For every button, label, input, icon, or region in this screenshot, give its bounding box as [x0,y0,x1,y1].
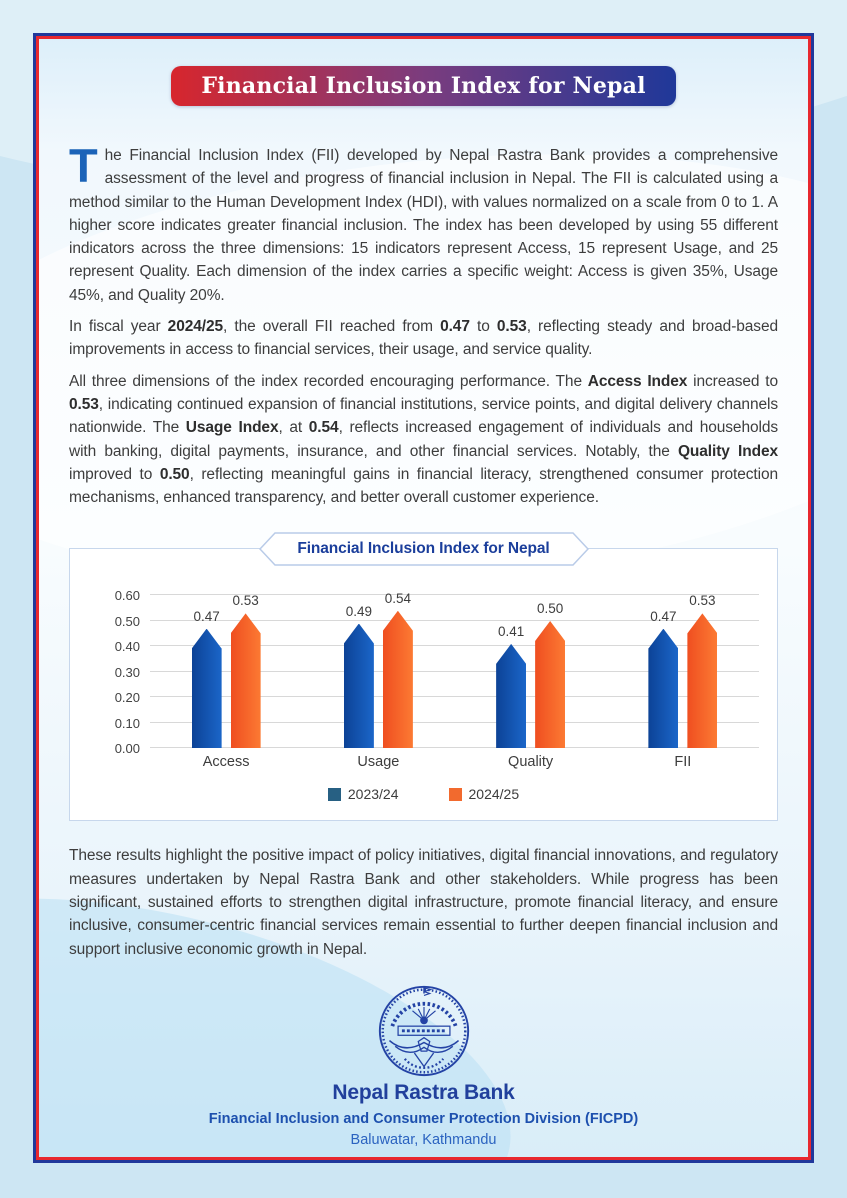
bar-shape [343,623,374,749]
y-axis-tick-label: 0.40 [114,639,140,655]
intro-paragraph-text: he Financial Inclusion Index (FII) devel… [69,147,778,304]
bar-2023-24: 0.47 [191,609,222,749]
bar-group-fii: 0.47 0.53 [607,593,759,749]
conclusion-paragraph: These results highlight the positive imp… [69,844,778,960]
bar-group-quality: 0.41 0.50 [455,595,607,749]
legend-swatch-icon [327,787,341,801]
bar-shape [230,613,261,749]
y-axis-tick-label: 0.50 [114,613,140,629]
bar-2023-24: 0.41 [496,624,527,749]
legend-item: 2023/24 [327,786,399,803]
y-gridline [150,670,759,672]
y-axis-tick-label: 0.20 [114,690,140,706]
chart-legend: 2023/24 2024/25 [70,786,777,802]
text-segment: , reflects increased engagement of indiv… [69,419,778,460]
dropcap-letter: T [69,139,98,192]
bar-shape [535,620,566,749]
bar-2023-24: 0.49 [343,604,374,749]
bar-value-label: 0.50 [536,600,564,616]
bar-value-label: 0.41 [497,623,525,639]
text-segment: , reflecting steady and broad-based impr… [69,318,778,359]
bar-value-label: 0.54 [384,590,412,606]
x-axis-category-label: FII [674,754,692,771]
emphasized-text: 0.50 [159,465,190,483]
chart-title-tag-shape [258,532,589,567]
emphasized-text: 0.47 [440,318,470,336]
y-axis-tick-label: 0.30 [114,664,140,680]
bar-group-access: 0.47 0.53 [150,593,302,749]
bar-value-label: 0.53 [232,593,259,609]
text-segment: These results highlight the positive imp… [69,847,778,958]
text-segment: All three dimensions of the index record… [69,372,588,390]
x-axis-category-label: Quality [508,754,554,771]
bar-value-label: 0.47 [193,608,220,624]
emphasized-text: 2024/25 [167,318,224,336]
emphasized-text: 0.54 [308,419,339,437]
chart-card: Financial Inclusion Index for Nepal 0.00… [69,532,778,822]
footer-org-name: Nepal Rastra Bank [332,1080,515,1104]
bar-value-label: 0.47 [650,608,677,624]
legend-swatch-icon [448,787,462,801]
text-segment: , at [278,419,309,437]
chart-xlabels: Access Usage Quality FII [150,754,759,770]
nrb-emblem-logo [378,985,469,1077]
bar-shape [382,610,413,749]
text-segment: , reflecting meaningful gains in financi… [69,465,778,507]
bar-2024-25: 0.50 [535,601,566,749]
bar-value-label: 0.53 [689,593,716,609]
title-banner: Financial Inclusion Index for Nepal [171,66,676,106]
bar-2023-24: 0.47 [648,609,679,749]
emphasized-text: 0.53 [69,395,99,413]
y-gridline [150,721,759,723]
emphasized-text: Access Index [587,372,688,390]
text-segment: , indicating continued expansion of fina… [69,395,778,437]
chart-title-tag: Financial Inclusion Index for Nepal [258,532,589,567]
text-segment: , the overall FII reached from [223,318,441,336]
text-segment: increased to [687,372,778,390]
footer: Nepal Rastra Bank Financial Inclusion an… [69,982,778,1148]
y-gridline [150,594,759,596]
text-segment: to [469,318,497,336]
chart-plot: 0.00 0.10 0.20 0.30 0.40 0.50 0.60 0.47 0.53 0.49… [115,588,759,756]
bar-value-label: 0.49 [345,603,373,619]
y-gridline [150,747,759,749]
page-title: Financial Inclusion Index for Nepal [201,73,646,99]
footer-division: Financial Inclusion and Consumer Protect… [208,1110,639,1127]
emphasized-text: 0.53 [496,318,527,336]
bar-shape [496,643,527,749]
bar-groups: 0.47 0.53 0.49 0.54 0.41 0.50 0.47 0.53 [150,591,759,749]
fiscal-year-paragraph: In fiscal year 2024/25, the overall FII … [69,315,778,362]
bar-shape [648,628,679,749]
text-segment: he Financial Inclusion Index (FII) devel… [69,147,778,304]
bar-group-usage: 0.49 0.54 [302,591,454,749]
emphasized-text: Quality Index [677,442,778,460]
y-axis-tick-label: 0.60 [114,588,140,604]
bar-2024-25: 0.53 [230,593,261,749]
dimensions-paragraph: All three dimensions of the index record… [69,370,778,510]
bar-2024-25: 0.54 [382,591,413,749]
text-segment: In fiscal year [69,318,168,336]
legend-label: 2024/25 [468,786,520,803]
bar-shape [191,628,222,749]
legend-item: 2024/25 [448,786,520,803]
bar-2024-25: 0.53 [687,593,718,749]
y-axis-tick-label: 0.00 [114,741,140,757]
text-segment: improved to [69,465,160,483]
y-gridline [150,696,759,698]
x-axis-category-label: Usage [357,754,400,771]
emphasized-text: Usage Index [185,419,279,437]
x-axis-category-label: Access [202,754,250,771]
bar-shape [687,613,718,749]
y-gridline [150,619,759,621]
y-gridline [150,645,759,647]
legend-label: 2023/24 [347,786,399,803]
y-axis-tick-label: 0.10 [114,715,140,731]
chart-title: Financial Inclusion Index for Nepal [297,540,550,558]
footer-address: Baluwatar, Kathmandu [350,1131,497,1148]
